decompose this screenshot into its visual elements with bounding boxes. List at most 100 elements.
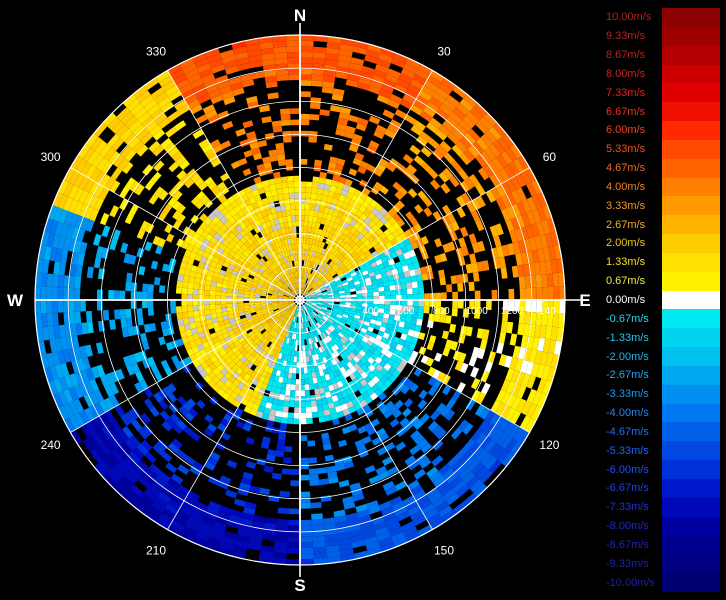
velocity-bin bbox=[258, 326, 265, 333]
velocity-bin bbox=[521, 373, 531, 387]
velocity-bin bbox=[337, 60, 351, 69]
velocity-bin bbox=[292, 362, 297, 368]
velocity-bin bbox=[405, 57, 421, 69]
velocity-bin bbox=[201, 341, 210, 349]
velocity-bin bbox=[229, 353, 237, 361]
velocity-bin bbox=[167, 90, 182, 102]
velocity-bin bbox=[280, 176, 288, 183]
velocity-bin bbox=[438, 171, 450, 183]
velocity-bin bbox=[387, 466, 399, 476]
velocity-bin bbox=[343, 309, 350, 314]
velocity-bin bbox=[367, 228, 376, 236]
velocity-bin bbox=[260, 210, 268, 218]
velocity-bin bbox=[519, 359, 529, 374]
velocity-bin bbox=[318, 177, 326, 184]
velocity-bin bbox=[389, 309, 396, 315]
velocity-bin bbox=[451, 308, 458, 317]
azimuth-label: 300 bbox=[41, 150, 61, 164]
velocity-bin bbox=[78, 203, 89, 218]
velocity-bin bbox=[417, 312, 424, 320]
velocity-bin bbox=[333, 363, 340, 371]
velocity-bin bbox=[318, 327, 324, 334]
velocity-bin bbox=[87, 150, 100, 165]
velocity-bin bbox=[300, 373, 305, 380]
velocity-bin bbox=[49, 219, 59, 235]
velocity-bin bbox=[293, 333, 297, 340]
velocity-bin bbox=[44, 218, 54, 233]
velocity-bin bbox=[287, 181, 295, 188]
velocity-bin bbox=[315, 329, 320, 336]
velocity-bin bbox=[273, 325, 279, 331]
velocity-bin bbox=[184, 235, 193, 244]
velocity-bin bbox=[525, 300, 532, 313]
velocity-bin bbox=[264, 227, 271, 235]
velocity-bin bbox=[485, 190, 496, 203]
velocity-bin bbox=[330, 313, 337, 319]
azimuth-label: 30 bbox=[437, 45, 451, 59]
velocity-bin bbox=[149, 124, 162, 137]
velocity-bin bbox=[257, 314, 264, 319]
velocity-bin bbox=[348, 248, 355, 255]
velocity-bin bbox=[537, 337, 546, 352]
velocity-bin bbox=[260, 47, 275, 55]
velocity-bin bbox=[273, 46, 287, 54]
velocity-bin bbox=[337, 340, 345, 347]
velocity-bin bbox=[367, 356, 375, 365]
velocity-bin bbox=[314, 251, 319, 258]
velocity-bin bbox=[283, 221, 289, 228]
velocity-bin bbox=[358, 205, 367, 214]
velocity-bin bbox=[517, 346, 527, 360]
velocity-bin bbox=[494, 223, 504, 236]
velocity-bin bbox=[300, 51, 313, 58]
velocity-bin bbox=[304, 303, 310, 308]
velocity-bin bbox=[409, 174, 420, 185]
velocity-bin bbox=[200, 361, 209, 370]
velocity-bin bbox=[463, 492, 478, 506]
velocity-bin bbox=[323, 143, 333, 151]
velocity-bin bbox=[373, 338, 381, 346]
velocity-bin bbox=[403, 421, 414, 432]
colorbar-label: -9.33m/s bbox=[606, 557, 649, 570]
velocity-bin bbox=[125, 308, 132, 319]
velocity-bin bbox=[43, 246, 52, 261]
velocity-bin bbox=[249, 302, 255, 306]
velocity-bin bbox=[512, 158, 525, 174]
velocity-bin bbox=[212, 224, 221, 233]
velocity-bin bbox=[255, 272, 262, 278]
velocity-bin bbox=[259, 550, 274, 558]
velocity-bin bbox=[286, 288, 292, 293]
velocity-bin bbox=[298, 311, 300, 318]
velocity-bin bbox=[312, 535, 326, 543]
velocity-bin bbox=[388, 216, 397, 226]
velocity-bin bbox=[322, 324, 329, 330]
velocity-bin bbox=[283, 354, 289, 361]
velocity-bin bbox=[149, 323, 157, 332]
velocity-bin bbox=[263, 352, 269, 359]
velocity-bin bbox=[295, 271, 298, 278]
velocity-bin bbox=[319, 285, 326, 290]
velocity-bin bbox=[289, 309, 294, 314]
velocity-bin bbox=[328, 267, 334, 274]
velocity-bin bbox=[283, 331, 288, 338]
velocity-bin bbox=[328, 278, 335, 283]
velocity-bin bbox=[292, 310, 296, 316]
velocity-bin bbox=[96, 364, 106, 377]
velocity-bin bbox=[274, 177, 282, 184]
velocity-bin bbox=[204, 309, 211, 315]
velocity-bin bbox=[241, 79, 255, 88]
velocity-bin bbox=[438, 463, 451, 476]
velocity-bin bbox=[322, 380, 328, 388]
velocity-bin bbox=[375, 334, 383, 342]
velocity-bin bbox=[379, 359, 387, 368]
velocity-bin bbox=[320, 308, 327, 312]
velocity-bin bbox=[369, 199, 379, 208]
azimuth-spoke bbox=[299, 70, 433, 301]
velocity-bin bbox=[305, 297, 312, 300]
velocity-bin bbox=[130, 484, 144, 498]
velocity-bin bbox=[290, 255, 294, 262]
velocity-bin bbox=[182, 402, 193, 412]
velocity-bin bbox=[263, 358, 270, 366]
velocity-bin bbox=[340, 255, 347, 263]
velocity-bin bbox=[330, 412, 339, 420]
velocity-bin bbox=[197, 261, 205, 269]
